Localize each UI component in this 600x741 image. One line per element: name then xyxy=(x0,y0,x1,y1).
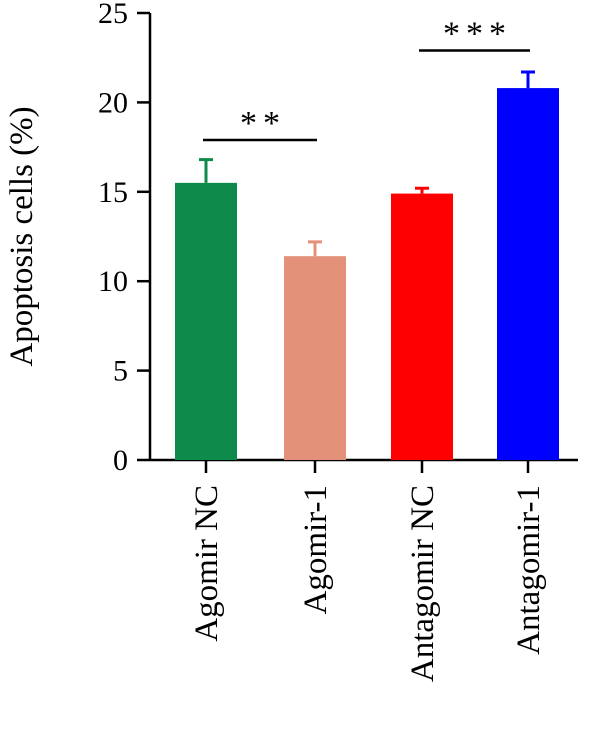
category-label: Antagomir NC xyxy=(405,485,441,682)
y-tick-label: 0 xyxy=(113,444,128,477)
y-tick-label: 25 xyxy=(98,0,128,30)
error-bars xyxy=(199,70,535,257)
y-tick-label: 15 xyxy=(98,176,128,209)
y-axis-title: Apoptosis cells (%) xyxy=(4,106,40,366)
significance-label: *** xyxy=(443,16,512,53)
bars xyxy=(175,88,559,461)
bar xyxy=(284,256,346,460)
y-tick-label: 10 xyxy=(98,265,128,298)
y-tick-label: 5 xyxy=(113,355,128,388)
category-label: Antagomir-1 xyxy=(511,485,547,655)
category-label: Agomir-1 xyxy=(298,485,334,615)
bar xyxy=(391,193,453,460)
labels: 0 5 10 15 20 25 Apoptosis cells (%) Agomir NC Ag… xyxy=(4,0,547,682)
significance-brackets: ***** xyxy=(203,16,530,142)
significance-label: ** xyxy=(240,105,286,142)
bar xyxy=(175,182,237,461)
y-tick-label: 20 xyxy=(98,86,128,119)
bar xyxy=(497,88,559,460)
category-label: Agomir NC xyxy=(189,485,225,642)
